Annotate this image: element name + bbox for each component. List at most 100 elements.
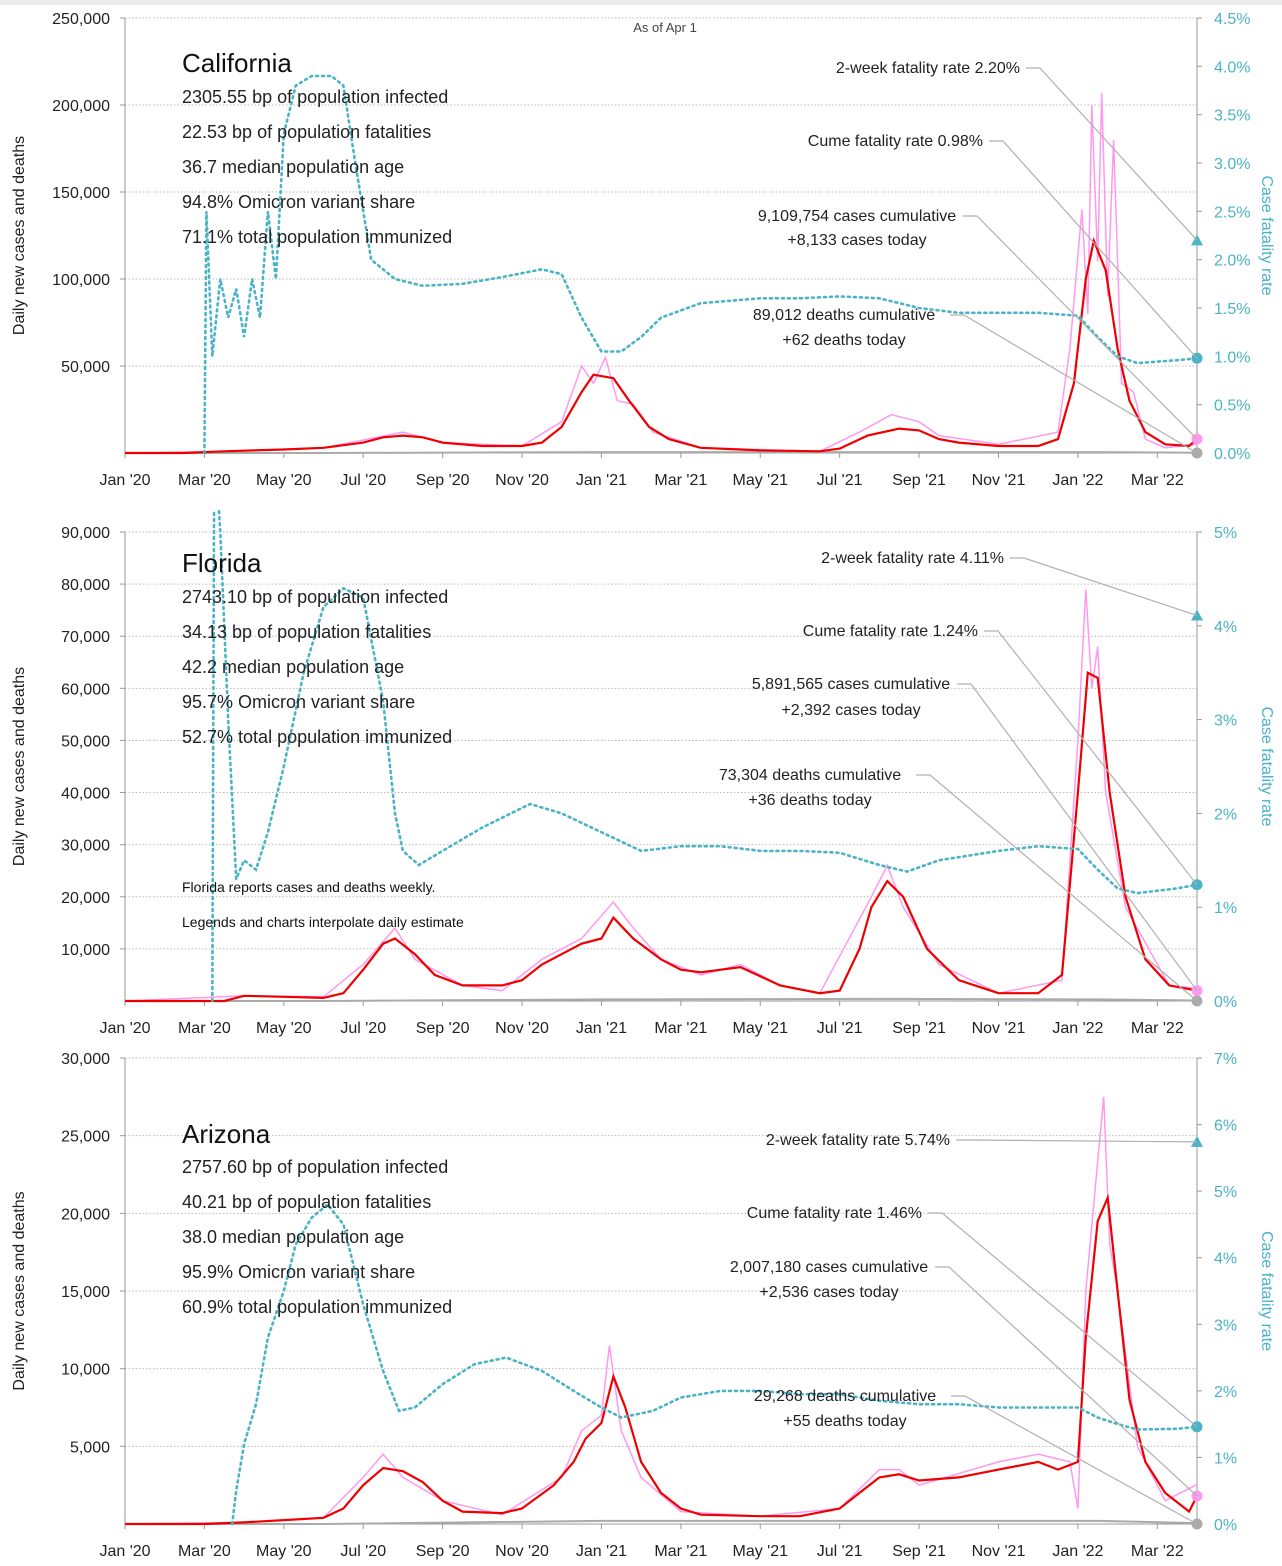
x-tick-label: Jan '22 (1052, 1543, 1103, 1560)
x-tick-label: Mar '20 (178, 1020, 231, 1037)
annotation-deaths-today: +36 deaths today (748, 792, 871, 809)
annotation-leader (1010, 557, 1198, 617)
x-tick-label: Nov '21 (972, 472, 1026, 489)
annotation-deaths-today: +62 deaths today (782, 332, 905, 349)
y2-tick-label: 0.0% (1214, 446, 1250, 463)
x-tick-label: Jan '21 (576, 472, 627, 489)
annotation-cases-today: +2,392 cases today (781, 702, 920, 719)
y-tick-label: 200,000 (52, 98, 110, 115)
annotation-leader (957, 683, 1198, 991)
x-tick-label: Nov '20 (495, 472, 549, 489)
annotation-two-week: 2-week fatality rate 4.11% (821, 550, 1004, 567)
x-tick-label: Jan '20 (99, 472, 150, 489)
fatality-rate-series (211, 510, 1199, 1003)
x-tick-label: Nov '21 (972, 1020, 1026, 1037)
y-tick-label: 5,000 (70, 1439, 110, 1456)
y2-tick-label: 1.5% (1214, 301, 1250, 318)
x-tick-label: Jul '20 (340, 1543, 386, 1560)
y-tick-label: 100,000 (52, 272, 110, 289)
x-tick-label: Mar '22 (1131, 1020, 1184, 1037)
annotation-two-week: 2-week fatality rate 5.74% (766, 1132, 950, 1149)
stat-line: 52.7% total population immunized (182, 727, 452, 747)
y2-tick-label: 4.0% (1214, 59, 1250, 76)
y2-tick-label: 2.0% (1214, 253, 1250, 270)
stat-line: 2757.60 bp of population infected (182, 1157, 448, 1177)
y-tick-label: 50,000 (61, 359, 110, 376)
x-tick-label: May '20 (256, 1543, 312, 1560)
deaths-series (125, 1519, 1198, 1525)
x-tick-label: Sep '21 (892, 472, 946, 489)
y-tick-label: 80,000 (61, 577, 110, 594)
state-title: Arizona (182, 1119, 271, 1149)
stat-line: 2743.10 bp of population infected (182, 587, 448, 607)
annotation-leader (951, 1395, 1198, 1525)
x-tick-label: Sep '21 (892, 1020, 946, 1037)
stat-line: 94.8% Omicron variant share (182, 192, 415, 212)
y2-tick-label: 4% (1214, 1251, 1237, 1268)
y2-tick-label: 5% (1214, 1184, 1237, 1201)
stat-line: 60.9% total population immunized (182, 1297, 452, 1317)
stat-line: 36.7 median population age (182, 157, 404, 177)
annotation-cases-today: +8,133 cases today (787, 232, 926, 249)
stat-line: 38.0 median population age (182, 1227, 404, 1247)
x-tick-label: May '20 (256, 1020, 312, 1037)
annotation-leader (956, 1139, 1198, 1143)
x-tick-label: May '21 (732, 1020, 788, 1037)
x-tick-label: Nov '20 (495, 1020, 549, 1037)
annotation-cases-cum: 2,007,180 cases cumulative (730, 1259, 928, 1276)
annotation-leader (928, 1212, 1198, 1428)
y-tick-label: 60,000 (61, 681, 110, 698)
y2-tick-label: 1.0% (1214, 349, 1250, 366)
as-of-label: As of Apr 1 (633, 20, 697, 35)
x-tick-label: Mar '22 (1131, 472, 1184, 489)
annotation-leader (963, 215, 1198, 440)
florida-chart: 10,000 20,000 30,000 40,000 50,000 60,000 70,0… (11, 510, 1275, 1037)
y-tick-label: 40,000 (61, 786, 110, 803)
stat-line: 95.7% Omicron variant share (182, 692, 415, 712)
deaths-series (125, 451, 1198, 454)
cases-raw-series (124, 589, 1198, 1002)
y2-tick-label: 2.5% (1214, 204, 1250, 221)
x-tick-label: Sep '20 (416, 1020, 470, 1037)
annotation-leader (1026, 67, 1198, 241)
y-tick-label: 20,000 (61, 890, 110, 907)
y2-tick-label: 3.0% (1214, 156, 1250, 173)
y2-tick-label: 1% (1214, 900, 1237, 917)
annotation-cases-cum: 5,891,565 cases cumulative (752, 676, 950, 693)
y-tick-label: 250,000 (52, 11, 110, 28)
deaths-series (125, 997, 1198, 1002)
x-tick-label: Mar '21 (654, 1543, 707, 1560)
x-tick-label: Jul '21 (817, 472, 863, 489)
x-tick-label: Jul '21 (817, 1020, 863, 1037)
x-tick-label: May '21 (732, 472, 788, 489)
stat-line: 2305.55 bp of population infected (182, 87, 448, 107)
fatality-rate-series (230, 1202, 1199, 1526)
x-tick-label: May '21 (732, 1543, 788, 1560)
top-bar (0, 0, 1282, 5)
cases-average-series (125, 670, 1198, 1003)
y-tick-label: 25,000 (61, 1129, 110, 1146)
x-tick-label: Sep '20 (416, 1543, 470, 1560)
annotation-leader (984, 630, 1198, 886)
arizona-chart: 5,000 10,000 15,000 20,000 25,000 30,000 0% 1% 2… (11, 1051, 1275, 1560)
y2-tick-label: 4.5% (1214, 11, 1250, 28)
annotation-cume: Cume fatality rate 0.98% (808, 133, 983, 150)
x-tick-label: Nov '20 (495, 1543, 549, 1560)
stat-line: 40.21 bp of population fatalities (182, 1192, 431, 1212)
annotation-leader (916, 774, 1198, 1002)
cases-raw-series (124, 92, 1198, 454)
y2-tick-label: 3% (1214, 1317, 1237, 1334)
y2-tick-label: 0% (1214, 994, 1237, 1011)
y-axis-label: Daily new cases and deaths (11, 667, 28, 866)
stat-line: 34.13 bp of population fatalities (182, 622, 431, 642)
x-tick-label: Jan '20 (99, 1543, 150, 1560)
annotation-cume: Cume fatality rate 1.46% (747, 1205, 922, 1222)
cases-average-series (125, 1193, 1198, 1526)
fatality-rate-series (203, 74, 1199, 455)
x-tick-label: Sep '20 (416, 472, 470, 489)
y-tick-label: 15,000 (61, 1284, 110, 1301)
chart-note: Legends and charts interpolate daily est… (182, 914, 464, 930)
y-tick-label: 50,000 (61, 733, 110, 750)
x-tick-label: May '20 (256, 472, 312, 489)
y-tick-label: 30,000 (61, 838, 110, 855)
